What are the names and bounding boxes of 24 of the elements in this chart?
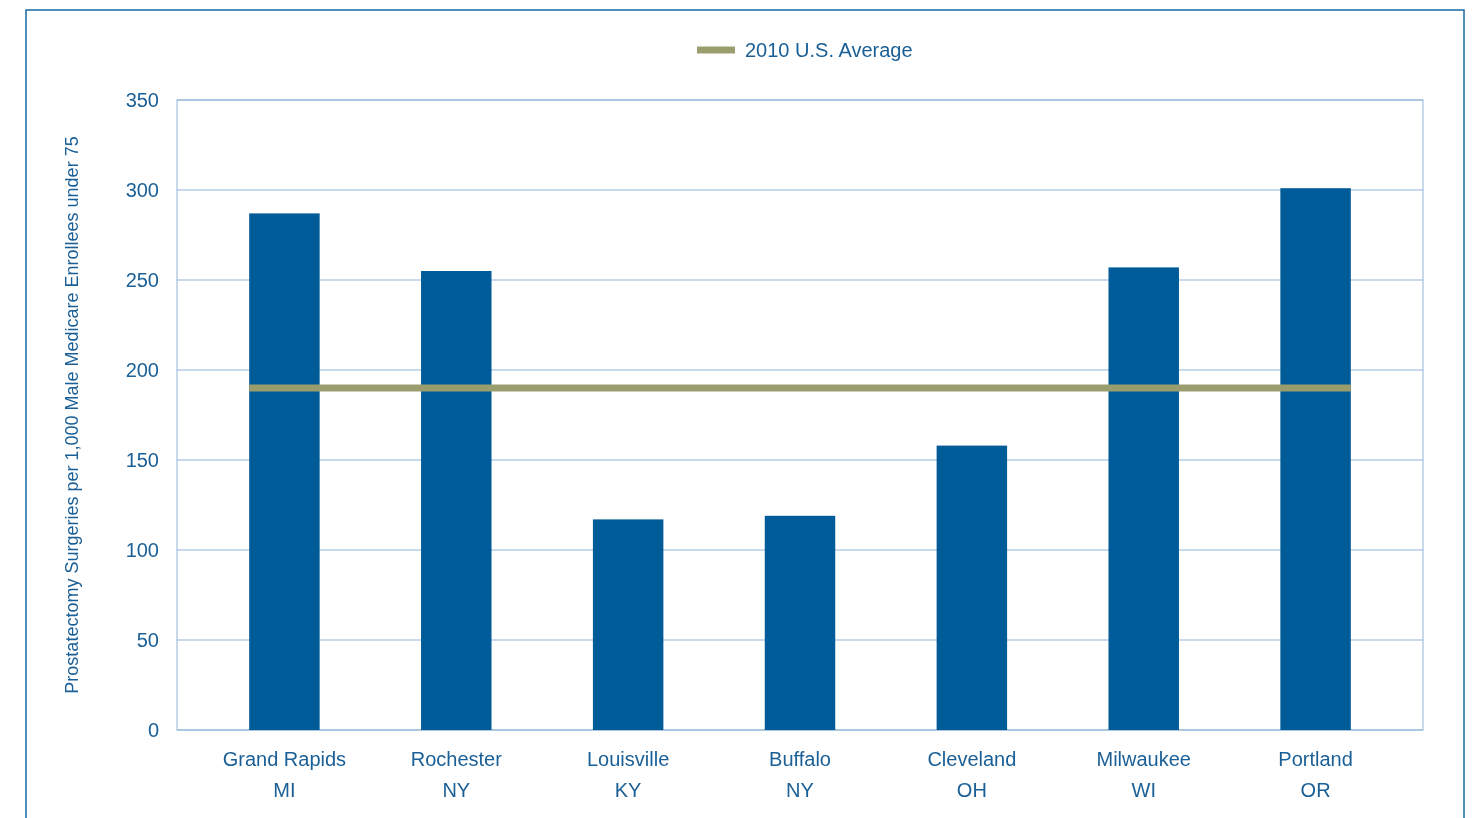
bar	[592, 519, 664, 730]
x-tick-label: Portland OR	[1278, 748, 1353, 801]
y-axis-title: Prostatectomy Surgeries per 1,000 Male Medicare Enrollees under 75	[62, 136, 82, 694]
y-tick-label: 100	[125, 539, 159, 561]
x-tick-label: Louisville KY	[587, 748, 670, 801]
bar	[1280, 188, 1351, 730]
x-tick-label: Milwaukee WI	[1096, 748, 1191, 801]
x-tick-label: Grand Rapids MI	[222, 748, 347, 801]
legend-label: 2010 U.S. Average	[745, 39, 913, 61]
bar	[764, 515, 836, 730]
x-tick-label: Rochester NY	[410, 748, 503, 801]
bar	[1108, 267, 1179, 730]
y-tick-label: 300	[125, 179, 159, 201]
bar	[249, 213, 320, 730]
bar	[936, 445, 1008, 730]
x-tick-label: Buffalo NY	[769, 748, 831, 801]
y-tick-label: 0	[147, 719, 159, 741]
y-tick-label: 200	[125, 359, 159, 381]
y-tick-label: 150	[125, 449, 159, 471]
y-tick-label: 350	[125, 89, 159, 111]
y-tick-label: 50	[136, 629, 159, 651]
x-tick-label: Cleveland OH	[927, 748, 1017, 801]
bar	[421, 271, 492, 730]
y-tick-label: 250	[125, 269, 159, 291]
